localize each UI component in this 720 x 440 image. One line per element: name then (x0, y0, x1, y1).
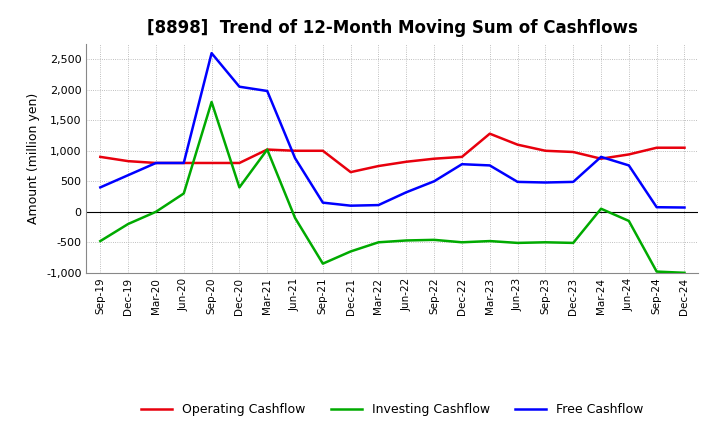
Free Cashflow (291, 155, 300, 161)
Investing Cashflow (541, 240, 550, 245)
Operating Cashflow (402, 159, 410, 165)
Investing Cashflow (652, 269, 661, 274)
Investing Cashflow (291, 215, 300, 220)
Line: Free Cashflow: Free Cashflow (100, 53, 685, 208)
Free Cashflow (124, 172, 132, 178)
Free Cashflow (541, 180, 550, 185)
Investing Cashflow (124, 221, 132, 227)
Line: Investing Cashflow: Investing Cashflow (100, 102, 685, 273)
Free Cashflow (458, 161, 467, 167)
Operating Cashflow (96, 154, 104, 160)
Title: [8898]  Trend of 12-Month Moving Sum of Cashflows: [8898] Trend of 12-Month Moving Sum of C… (147, 19, 638, 37)
Operating Cashflow (124, 158, 132, 164)
Operating Cashflow (235, 160, 243, 165)
Free Cashflow (263, 88, 271, 94)
Free Cashflow (235, 84, 243, 89)
Free Cashflow (374, 202, 383, 208)
Investing Cashflow (458, 240, 467, 245)
Operating Cashflow (680, 145, 689, 150)
Free Cashflow (402, 190, 410, 195)
Free Cashflow (597, 154, 606, 160)
Operating Cashflow (541, 148, 550, 154)
Free Cashflow (569, 179, 577, 184)
Investing Cashflow (430, 237, 438, 242)
Investing Cashflow (263, 147, 271, 152)
Free Cashflow (652, 205, 661, 210)
Investing Cashflow (207, 99, 216, 105)
Investing Cashflow (513, 240, 522, 246)
Free Cashflow (680, 205, 689, 210)
Operating Cashflow (430, 156, 438, 161)
Investing Cashflow (374, 240, 383, 245)
Operating Cashflow (624, 152, 633, 157)
Free Cashflow (485, 163, 494, 168)
Investing Cashflow (235, 185, 243, 190)
Operating Cashflow (179, 160, 188, 165)
Free Cashflow (96, 185, 104, 190)
Investing Cashflow (569, 240, 577, 246)
Free Cashflow (624, 163, 633, 168)
Operating Cashflow (263, 147, 271, 152)
Free Cashflow (152, 160, 161, 165)
Investing Cashflow (624, 218, 633, 224)
Operating Cashflow (346, 169, 355, 175)
Operating Cashflow (291, 148, 300, 154)
Operating Cashflow (597, 156, 606, 161)
Operating Cashflow (207, 160, 216, 165)
Legend: Operating Cashflow, Investing Cashflow, Free Cashflow: Operating Cashflow, Investing Cashflow, … (136, 398, 649, 421)
Investing Cashflow (597, 206, 606, 211)
Operating Cashflow (374, 163, 383, 169)
Investing Cashflow (179, 191, 188, 196)
Operating Cashflow (569, 149, 577, 154)
Y-axis label: Amount (million yen): Amount (million yen) (27, 93, 40, 224)
Operating Cashflow (513, 142, 522, 147)
Investing Cashflow (96, 238, 104, 244)
Free Cashflow (513, 179, 522, 184)
Investing Cashflow (318, 261, 327, 266)
Operating Cashflow (458, 154, 467, 160)
Operating Cashflow (318, 148, 327, 154)
Investing Cashflow (680, 270, 689, 275)
Operating Cashflow (485, 131, 494, 136)
Investing Cashflow (152, 209, 161, 214)
Free Cashflow (179, 160, 188, 165)
Free Cashflow (207, 51, 216, 56)
Investing Cashflow (402, 238, 410, 243)
Operating Cashflow (652, 145, 661, 150)
Line: Operating Cashflow: Operating Cashflow (100, 134, 685, 172)
Investing Cashflow (485, 238, 494, 244)
Free Cashflow (430, 179, 438, 184)
Free Cashflow (318, 200, 327, 205)
Free Cashflow (346, 203, 355, 208)
Operating Cashflow (152, 160, 161, 165)
Investing Cashflow (346, 249, 355, 254)
